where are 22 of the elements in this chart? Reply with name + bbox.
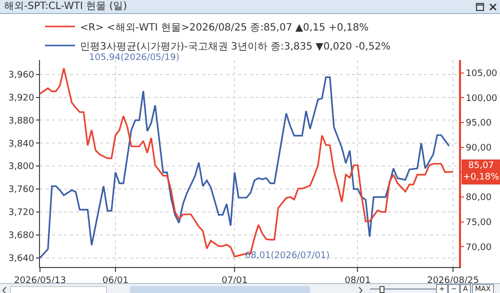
y2-tick-label: 105,00	[466, 69, 498, 80]
y-tick-label: 3,640	[8, 254, 34, 264]
y2-tick-label: 75,00	[466, 218, 492, 228]
y-tick-label: 3,720	[8, 208, 34, 218]
text: 85,07 +0,18%	[463, 161, 500, 183]
y2-tick-label: 90,00	[466, 144, 492, 154]
y-tick-label: 3,800	[8, 162, 34, 172]
legend-label: 민평3사평균(시가평가)-국고채권 3년이하 종:3,835 ▼0,020 -0,52%	[80, 41, 391, 52]
y2-tick-label: 100,00	[466, 94, 498, 104]
y-tick-label: 3,880	[8, 116, 34, 126]
y2-tick-label: 70,00	[466, 242, 492, 253]
y-tick-label: 3,680	[8, 231, 34, 242]
chart-title: 해외-SPT:CL-WTI 현물 (일)	[4, 0, 128, 13]
y-tick-label: 3,920	[8, 93, 34, 104]
y-tick-label: 3,840	[8, 139, 34, 150]
y2-tick-label: 95,00	[466, 118, 492, 129]
y-tick-label: 3,760	[8, 185, 34, 196]
y-tick-label: 3,960	[8, 70, 34, 80]
annotation: 68,01(2026/07/01)	[245, 251, 330, 261]
y2-tick-label: 80,00	[466, 193, 492, 204]
annotation: 105,94(2026/05/19)	[89, 53, 180, 63]
legend-label: <R> <해외-WTI 현물>2026/08/25 종:85,07 ▲0,15 +0,18%	[80, 22, 369, 34]
